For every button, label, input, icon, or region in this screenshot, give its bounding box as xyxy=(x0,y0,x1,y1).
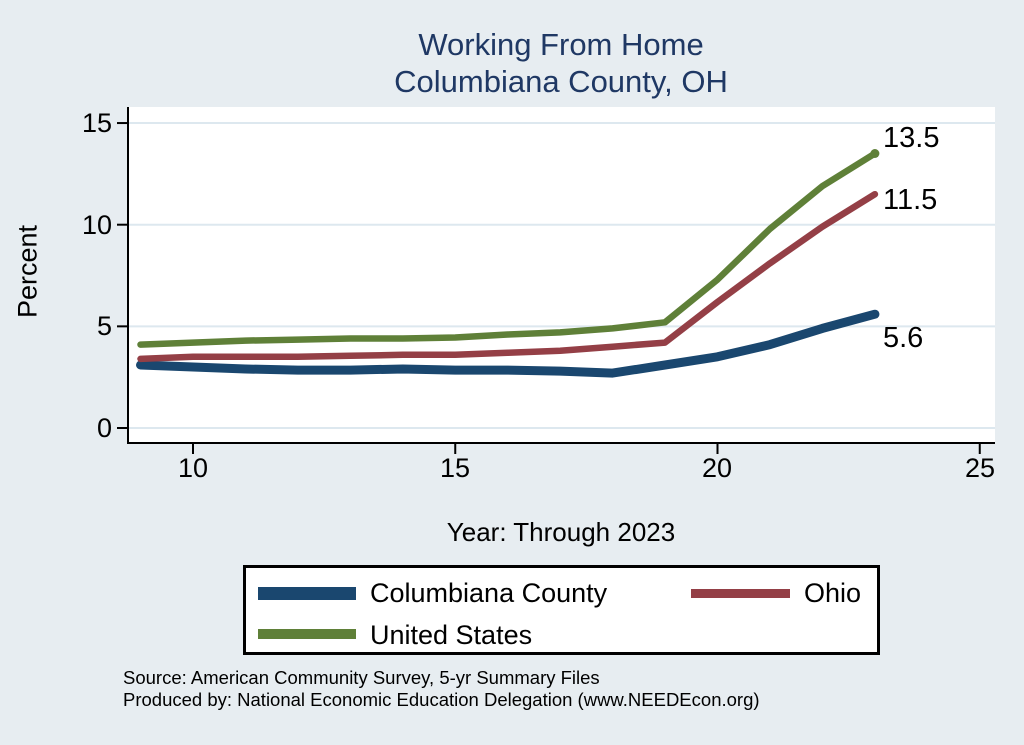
legend-swatch-ohio xyxy=(691,589,790,598)
end-value-label-ohio: 11.5 xyxy=(883,184,938,216)
produced-by-note: Produced by: National Economic Education… xyxy=(123,689,760,710)
plot-area xyxy=(117,107,995,454)
x-tick-label-10: 10 xyxy=(177,453,209,483)
footer-notes: Source: American Community Survey, 5-yr … xyxy=(123,667,760,711)
x-tick-label-25: 25 xyxy=(964,453,996,483)
legend-label-ohio: Ohio xyxy=(804,578,862,608)
y-tick-label-0: 0 xyxy=(96,413,112,443)
x-tick-label-20: 20 xyxy=(701,453,733,483)
x-axis-title: Year: Through 2023 xyxy=(446,517,676,547)
x-tick-label-15: 15 xyxy=(439,453,471,483)
legend-swatch-columbiana-county xyxy=(258,587,356,600)
chart-title: Working From Home Columbiana County, OH xyxy=(127,26,995,100)
chart-title-line1: Working From Home xyxy=(418,27,704,62)
end-value-label-united-states: 13.5 xyxy=(883,122,940,154)
legend-swatch-united-states xyxy=(258,629,356,639)
legend-label-columbiana-county: Columbiana County xyxy=(370,578,608,608)
y-tick-label-5: 5 xyxy=(96,311,112,341)
y-tick-label-10: 10 xyxy=(81,210,112,240)
legend-label-united-states: United States xyxy=(370,620,533,650)
y-tick-label-15: 15 xyxy=(81,108,112,138)
y-axis-title: Percent xyxy=(12,224,43,319)
legend: Columbiana County Ohio United States xyxy=(243,565,880,655)
source-note: Source: American Community Survey, 5-yr … xyxy=(123,667,600,688)
end-value-label-columbiana-county: 5.6 xyxy=(883,322,924,354)
chart-title-line2: Columbiana County, OH xyxy=(394,64,728,99)
line-chart-canvas xyxy=(117,107,995,454)
